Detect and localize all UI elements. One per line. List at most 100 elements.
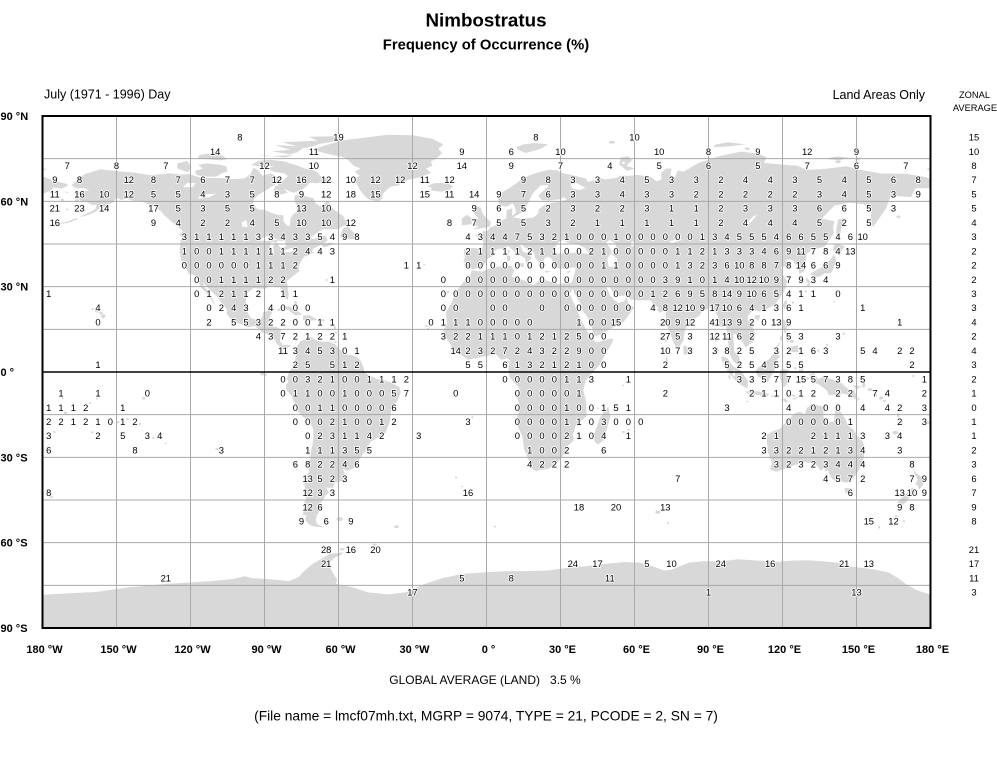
cell-value: 0 <box>490 274 495 285</box>
cell-value: 0 <box>626 245 631 256</box>
cell-value: 3 <box>182 231 187 242</box>
cell-value: 4 <box>650 302 655 313</box>
cell-value: 17 <box>592 558 602 569</box>
cell-value: 0 <box>700 274 705 285</box>
cell-value: 2 <box>909 359 914 370</box>
cell-value: 2 <box>280 316 285 327</box>
cell-value: 3 <box>663 274 668 285</box>
zonal-average-value: 11 <box>969 572 979 583</box>
cell-value: 6 <box>798 231 803 242</box>
cell-value: 6 <box>823 260 828 271</box>
cell-value: 9 <box>342 231 347 242</box>
cell-value: 2 <box>749 316 754 327</box>
cell-value: 8 <box>546 174 551 185</box>
cell-value: 0 <box>428 316 433 327</box>
cell-value: 3 <box>743 203 748 214</box>
zonal-average-value: 0 <box>971 402 976 413</box>
cell-value: 2 <box>700 245 705 256</box>
cell-value: 0 <box>601 331 606 342</box>
cell-value: 0 <box>613 302 618 313</box>
cell-value: 6 <box>496 203 501 214</box>
cell-value: 12 <box>395 174 405 185</box>
cell-value: 1 <box>490 245 495 256</box>
cell-value: 18 <box>346 188 356 199</box>
cell-value: 8 <box>749 260 754 271</box>
cell-value: 2 <box>663 388 668 399</box>
cell-value: 0 <box>835 416 840 427</box>
cell-value: 0 <box>798 416 803 427</box>
cell-value: 1 <box>256 260 261 271</box>
cell-value: 1 <box>342 331 347 342</box>
cell-value: 1 <box>576 388 581 399</box>
cell-value: 5 <box>866 174 871 185</box>
cell-value: 5 <box>823 231 828 242</box>
cell-value: 1 <box>465 316 470 327</box>
cell-value: 2 <box>564 345 569 356</box>
cell-value: 6 <box>786 231 791 242</box>
cell-value: 2 <box>465 245 470 256</box>
cell-value: 2 <box>798 444 803 455</box>
cell-value: 2 <box>842 217 847 228</box>
cell-value: 3 <box>570 203 575 214</box>
cell-value: 3 <box>823 459 828 470</box>
cell-value: 3 <box>200 203 205 214</box>
cell-value: 5 <box>774 359 779 370</box>
cell-value: 2 <box>453 331 458 342</box>
cell-value: 6 <box>842 203 847 214</box>
cell-value: 1 <box>774 430 779 441</box>
cell-value: 20 <box>660 316 670 327</box>
cell-value: 4 <box>743 174 748 185</box>
cell-value: 0 <box>601 231 606 242</box>
cell-value: 1 <box>305 388 310 399</box>
cell-value: 0 <box>638 231 643 242</box>
cell-value: 11 <box>722 331 732 342</box>
cell-value: 1 <box>897 316 902 327</box>
cell-value: 3 <box>546 217 551 228</box>
cell-value: 4 <box>743 217 748 228</box>
cell-value: 10 <box>666 558 676 569</box>
cell-value: 1 <box>243 288 248 299</box>
cell-value: 10 <box>346 174 356 185</box>
cell-value: 4 <box>885 402 890 413</box>
cell-value: 3 <box>687 345 692 356</box>
cell-value: 5 <box>367 444 372 455</box>
cell-value: 3 <box>768 203 773 214</box>
cell-value: 1 <box>268 245 273 256</box>
cell-value: 1 <box>552 359 557 370</box>
cell-value: 4 <box>342 459 347 470</box>
cell-value: 0 <box>379 388 384 399</box>
cell-value: 0 <box>576 274 581 285</box>
cell-value: 7 <box>225 174 230 185</box>
cell-value: 2 <box>330 459 335 470</box>
cell-value: 3 <box>478 345 483 356</box>
cell-value: 3 <box>712 231 717 242</box>
cell-value: 1 <box>595 217 600 228</box>
cell-value: 3 <box>897 444 902 455</box>
cell-value: 0 <box>539 402 544 413</box>
cell-value: 0 <box>317 416 322 427</box>
cell-value: 3 <box>305 373 310 384</box>
cell-value: 14 <box>469 188 479 199</box>
cell-value: 0 <box>589 359 594 370</box>
cell-value: 3 <box>601 416 606 427</box>
cell-value: 4 <box>842 174 847 185</box>
cell-value: 0 <box>502 260 507 271</box>
cell-value: 0 <box>515 288 520 299</box>
cell-value: 1 <box>700 231 705 242</box>
lon-tick-label: 180 °E <box>916 644 949 656</box>
cell-value: 7 <box>903 160 908 171</box>
cell-value: 4 <box>768 217 773 228</box>
cell-value: 7 <box>774 260 779 271</box>
cell-value: 0 <box>811 416 816 427</box>
cell-value: 10 <box>99 188 109 199</box>
cell-value: 5 <box>250 203 255 214</box>
cell-value: 9 <box>459 146 464 157</box>
cell-value: 13 <box>722 316 732 327</box>
cell-value: 2 <box>768 188 773 199</box>
cell-value: 4 <box>724 231 729 242</box>
cell-value: 3 <box>256 316 261 327</box>
cell-value: 16 <box>463 487 473 498</box>
cell-value: 17 <box>407 587 417 598</box>
cell-value: 2 <box>539 459 544 470</box>
